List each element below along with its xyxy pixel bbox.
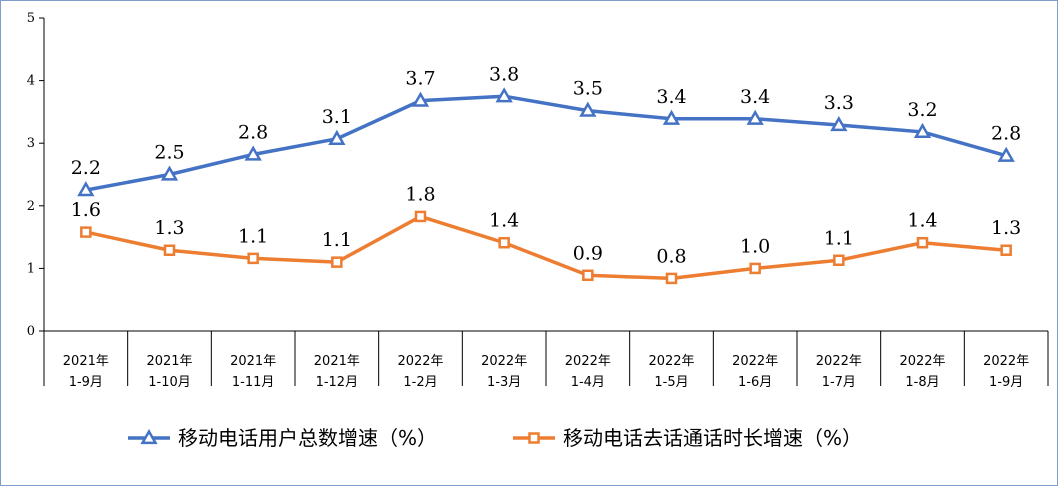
- x-tick-label-period: 1-4月: [571, 375, 605, 390]
- series-1-point: [997, 146, 1015, 162]
- x-tick-label-year: 2022年: [983, 354, 1029, 369]
- series-2-point: [749, 262, 761, 275]
- series-2-data-label: 1.1: [322, 229, 352, 251]
- series-2-data-label: 1.0: [740, 235, 770, 257]
- series-2-point: [582, 269, 594, 282]
- x-tick-label-period: 1-5月: [654, 375, 688, 390]
- x-tick-label-year: 2021年: [146, 354, 192, 369]
- series-2-point: [414, 210, 427, 223]
- series-2-data-label: 0.9: [573, 242, 603, 264]
- series-1-point: [244, 145, 262, 161]
- x-tick-label-period: 1-2月: [403, 375, 437, 390]
- series-1-point: [579, 101, 597, 117]
- series-2-data-label: 1.8: [405, 183, 435, 205]
- x-tick-label-period: 1-7月: [822, 375, 856, 390]
- series-2-data-label: 1.4: [489, 210, 519, 232]
- series-2-data-label: 1.4: [907, 210, 937, 232]
- x-tick-label-year: 2022年: [816, 354, 862, 369]
- legend-marker-1: [140, 428, 158, 445]
- series-2-point: [80, 226, 92, 238]
- series-2-point: [916, 236, 929, 249]
- series-2-data-label: 1.3: [154, 217, 184, 239]
- series-1-point: [662, 109, 681, 125]
- x-tick-label-year: 2022年: [732, 354, 778, 369]
- x-tick-label-period: 1-9月: [69, 375, 103, 390]
- legend-marker-2: [528, 432, 540, 444]
- y-tick-label: 4: [27, 74, 35, 89]
- x-tick-label-year: 2022年: [481, 354, 527, 369]
- series-1-point: [160, 165, 179, 181]
- y-tick-label: 0: [27, 324, 35, 339]
- series-1-point: [746, 109, 764, 125]
- series-1-point: [495, 87, 513, 103]
- series-1-data-label: 3.4: [740, 86, 770, 108]
- y-tick-label: 5: [27, 11, 35, 26]
- x-tick-label-period: 1-12月: [316, 375, 359, 390]
- series-2-point: [331, 256, 343, 268]
- x-tick-label-period: 1-6月: [738, 375, 772, 390]
- series-2-point: [498, 236, 510, 249]
- series-2-point: [833, 254, 845, 267]
- x-tick-label-year: 2021年: [230, 354, 276, 369]
- x-tick-label-period: 1-3月: [487, 375, 521, 390]
- series-2-data-label: 1.6: [71, 199, 101, 221]
- legend-label-2: 移动电话去话通话时长增速（%）: [563, 426, 862, 450]
- series-1-data-label: 3.1: [322, 106, 352, 128]
- series-1-data-label: 2.5: [154, 142, 184, 164]
- series-1-data-label: 3.8: [489, 63, 519, 85]
- series-line-2: [85, 214, 1007, 281]
- x-tick-label-year: 2021年: [63, 354, 109, 369]
- x-tick-label-year: 2022年: [648, 354, 694, 369]
- y-tick-label: 1: [27, 261, 35, 276]
- series-1-data-label: 2.2: [71, 157, 101, 179]
- series-1-point: [77, 181, 95, 197]
- series-1-data-label: 3.5: [573, 78, 603, 100]
- series-1-data-label: 3.4: [656, 86, 686, 108]
- series-1-data-label: 3.2: [907, 99, 937, 121]
- x-tick-label-year: 2022年: [899, 354, 945, 369]
- x-tick-label-year: 2022年: [397, 354, 443, 369]
- series-2-point: [163, 244, 176, 256]
- series-1-point: [328, 129, 346, 145]
- y-tick-label: 2: [27, 199, 35, 214]
- series-2-data-label: 1.1: [824, 227, 854, 249]
- x-tick-label-period: 1-10月: [148, 375, 191, 390]
- series-1-data-label: 3.3: [824, 92, 854, 114]
- series-line-1: [85, 94, 1007, 192]
- series-1-data-label: 2.8: [991, 123, 1021, 145]
- series-2-data-label: 1.1: [238, 225, 268, 247]
- series-2-point: [247, 252, 259, 265]
- series-1-point: [913, 122, 932, 139]
- series-1-point: [830, 116, 848, 132]
- x-tick-label-period: 1-9月: [989, 375, 1023, 390]
- series-2-point: [1000, 244, 1012, 256]
- x-tick-label-year: 2022年: [565, 354, 611, 369]
- legend-label-1: 移动电话用户总数增速（%）: [178, 426, 437, 450]
- series-2-data-label: 0.8: [656, 245, 686, 267]
- x-tick-label-period: 1-8月: [905, 375, 939, 390]
- x-tick-label-year: 2021年: [314, 354, 360, 369]
- y-tick-label: 3: [27, 136, 35, 151]
- x-tick-label-period: 1-11月: [232, 375, 275, 390]
- series-2-data-label: 1.3: [991, 217, 1021, 239]
- series-2-point: [665, 272, 678, 285]
- series-1-point: [411, 91, 430, 107]
- series-1-data-label: 3.7: [405, 68, 435, 90]
- series-1-data-label: 2.8: [238, 121, 268, 143]
